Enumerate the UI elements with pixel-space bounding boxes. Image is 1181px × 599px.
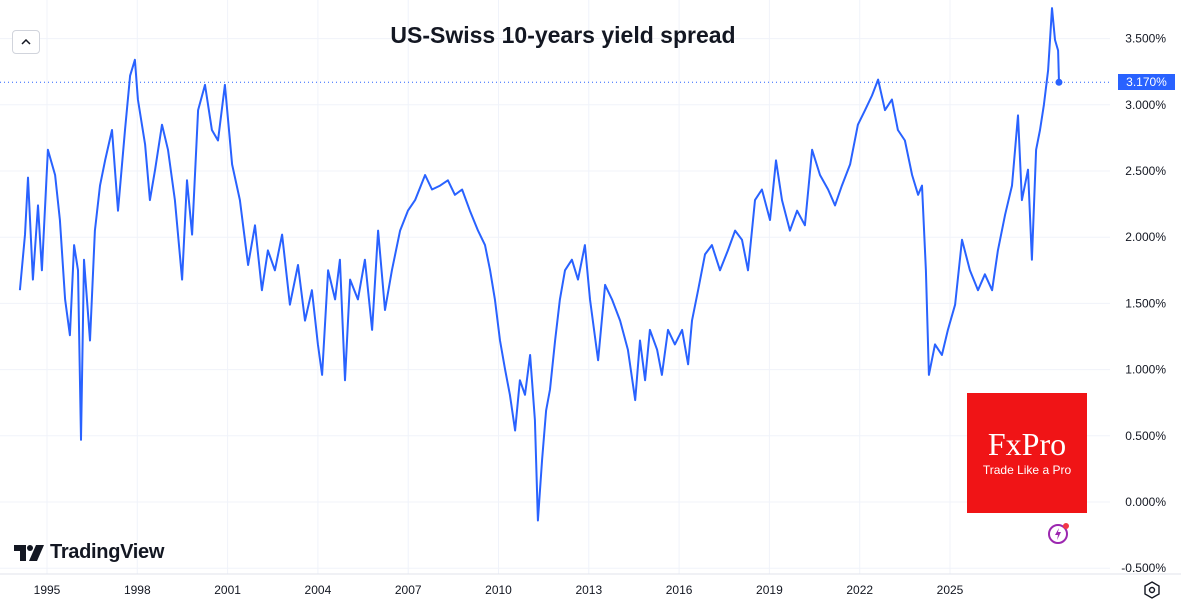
x-tick-label: 2016	[666, 583, 693, 597]
collapse-button[interactable]	[12, 30, 40, 54]
x-tick-label: 1998	[124, 583, 151, 597]
y-tick-label: 2.000%	[1125, 230, 1166, 244]
series-line	[18, 7, 1060, 522]
fxpro-tagline: Trade Like a Pro	[982, 463, 1072, 477]
y-tick-label: 1.500%	[1125, 296, 1166, 310]
y-tick-label: 3.500%	[1125, 32, 1166, 46]
last-value-label: 3.170%	[1118, 74, 1175, 91]
y-tick-label: 2.500%	[1125, 164, 1166, 178]
fxpro-brand: FxPro	[987, 426, 1067, 462]
x-tick-label: 2022	[846, 583, 873, 597]
y-tick-label: -0.500%	[1121, 561, 1166, 575]
x-axis[interactable]: 1995 1998 2001 2004 2007 2010 2013 2016 2019 2022…	[34, 583, 964, 597]
x-tick-label: 2019	[756, 583, 783, 597]
x-tick-label: 2013	[575, 583, 602, 597]
last-value-dot	[1055, 78, 1063, 86]
x-tick-label: 2010	[485, 583, 512, 597]
gear-icon[interactable]	[1143, 581, 1161, 599]
x-tick-label: 2025	[937, 583, 964, 597]
y-tick-label: 0.000%	[1125, 495, 1166, 509]
tradingview-logo-icon	[14, 544, 44, 561]
lightning-icon[interactable]	[1047, 522, 1071, 546]
fxpro-logo: FxPro Trade Like a Pro	[967, 393, 1087, 513]
x-tick-label: 2001	[214, 583, 241, 597]
grid	[0, 0, 1110, 574]
y-tick-label: 1.000%	[1125, 363, 1166, 377]
y-axis[interactable]: 3.500% 3.000% 2.500% 2.000% 1.500% 1.000% 0.50…	[1121, 32, 1166, 576]
x-tick-label: 2004	[305, 583, 332, 597]
x-tick-label: 2007	[395, 583, 422, 597]
x-tick-label: 1995	[34, 583, 61, 597]
chart-title: US-Swiss 10-years yield spread	[390, 22, 736, 48]
y-tick-label: 3.000%	[1125, 98, 1166, 112]
tradingview-logo[interactable]: TradingView	[14, 541, 164, 564]
tradingview-wordmark: TradingView	[50, 541, 165, 563]
chevron-up-icon	[21, 39, 31, 45]
y-tick-label: 0.500%	[1125, 429, 1166, 443]
